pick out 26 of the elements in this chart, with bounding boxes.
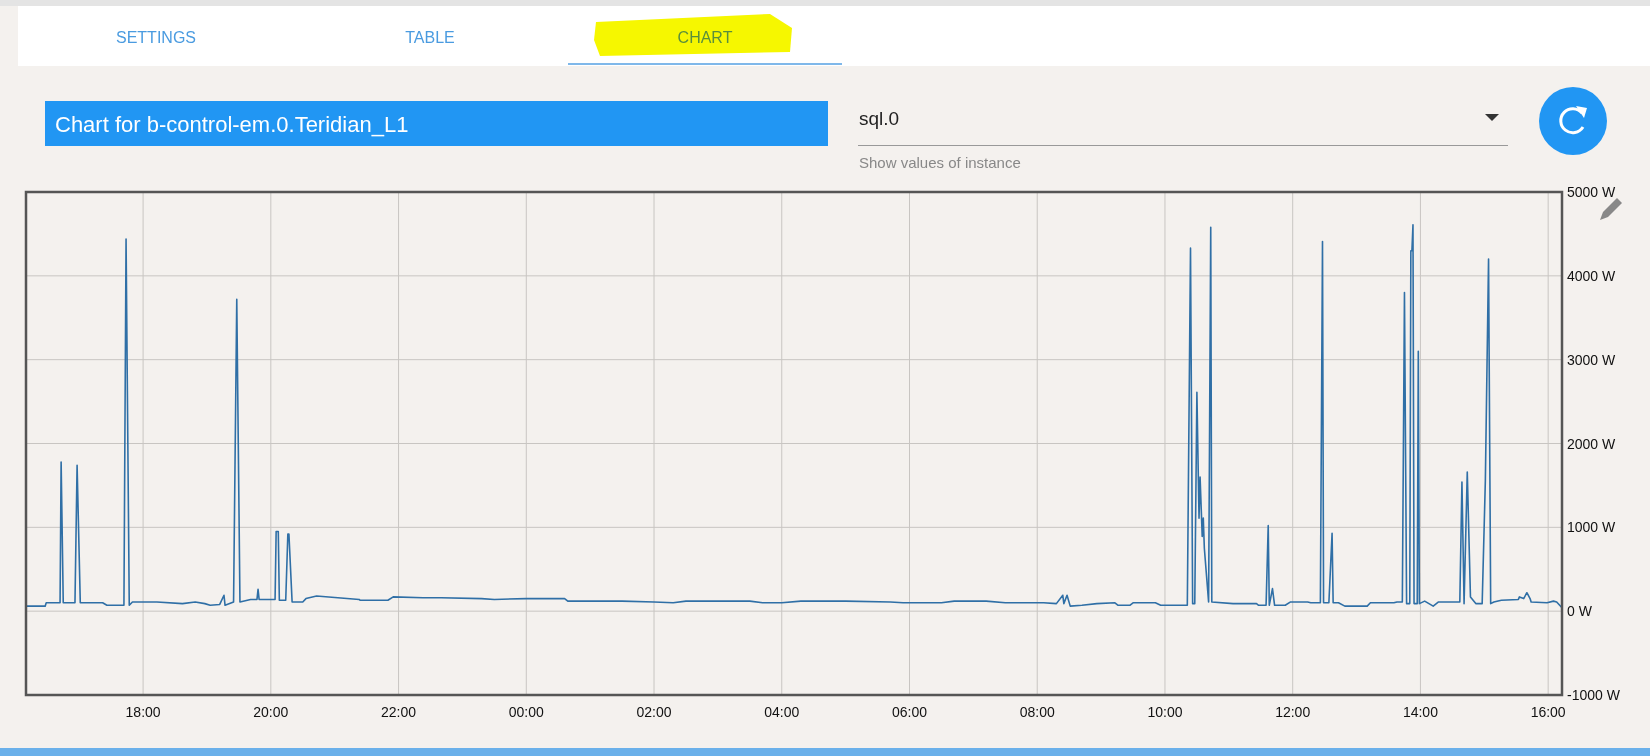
text: TABLE [405,29,455,46]
text: sql.0 [859,108,900,129]
x-tick-label: 12:00 [1275,704,1311,720]
x-tick-label: 08:00 [1019,704,1055,720]
y-tick-label: 4000 W [1567,267,1617,284]
x-tick-label: 00:00 [508,704,545,720]
line-series [25,223,1563,609]
x-tick-label: 06:00 [891,704,928,720]
y-tick-label: 0 W [1567,603,1593,620]
x-tick-label: 16:00 [1530,704,1566,720]
y-tick-label: 3000 W [1567,351,1617,368]
x-tick-label: 10:00 [1147,704,1183,720]
y-tick-label: 1000 W [1567,519,1617,536]
y-tick-label: 5000 W [1567,184,1617,200]
chart-title: Chart for b-control-em.0.Teridian_L1 [55,112,409,137]
x-tick-label: 18:00 [125,704,161,720]
x-tick-label: 14:00 [1402,704,1439,720]
x-tick-label: 02:00 [636,704,672,720]
y-tick-label: -1000 W [1567,687,1621,703]
x-tick-label: 04:00 [764,704,800,720]
x-tick-label: 22:00 [381,704,417,720]
text: SETTINGS [115,29,197,46]
x-tick-label: 20:00 [253,704,289,720]
text: Show values of instance [859,154,1021,171]
text: CHART [677,29,733,46]
y-tick-label: 2000 W [1567,435,1617,452]
